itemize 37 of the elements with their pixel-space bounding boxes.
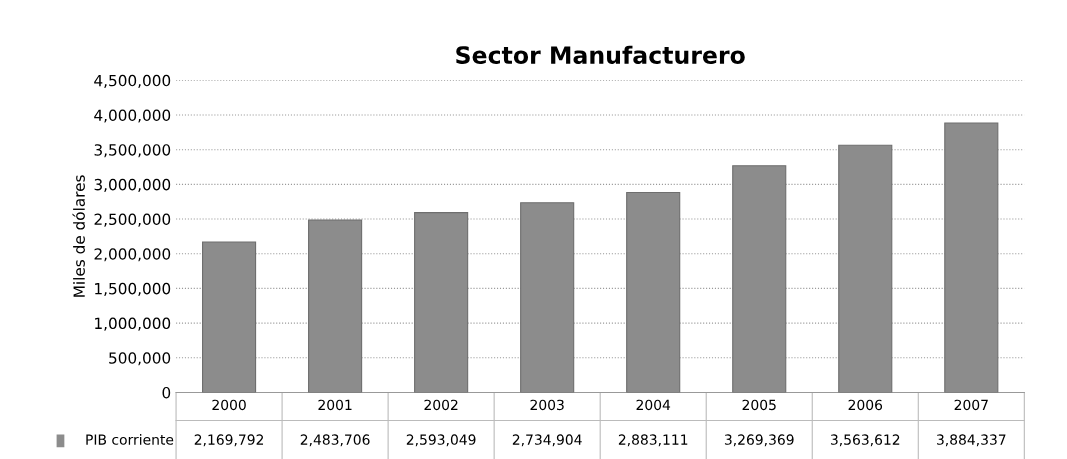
x-tick-label: 2004	[636, 399, 671, 411]
text: 2,734,904	[512, 434, 582, 447]
bar	[732, 165, 787, 393]
bar	[414, 212, 469, 393]
y-tick-label: 4,000,000	[94, 109, 171, 123]
y-tick-label: 3,500,000	[94, 144, 171, 158]
y-tick-label: 0	[162, 386, 171, 399]
text: 2,593,049	[406, 434, 476, 447]
text: 2,883,111	[618, 434, 688, 447]
bar	[308, 219, 363, 393]
bar	[838, 144, 893, 393]
x-tick-label: 2002	[424, 399, 458, 411]
text: 2,169,792	[194, 434, 264, 447]
y-tick-label: 1,500,000	[95, 282, 171, 296]
bar	[202, 241, 257, 393]
x-tick-label: 2000	[212, 399, 246, 411]
chart-title: Sector Manufacturero	[456, 45, 745, 64]
y-tick-label: 2,500,000	[94, 213, 171, 227]
text: 3,269,369	[724, 434, 794, 447]
text: 3,884,337	[937, 434, 1006, 447]
bar	[626, 191, 681, 393]
text: 2,483,706	[300, 434, 370, 447]
y-tick-label: 4,500,000	[94, 74, 171, 88]
bar	[520, 202, 575, 393]
x-tick-label: 2006	[848, 399, 883, 411]
y-tick-label: 500,000	[109, 352, 171, 366]
y-tick-label: 2,000,000	[94, 248, 171, 262]
x-tick-label: 2001	[318, 399, 352, 411]
text: 3,563,612	[830, 434, 900, 447]
x-tick-label: 2005	[742, 399, 776, 411]
bar	[944, 122, 999, 393]
y-tick-label: 3,000,000	[94, 178, 171, 192]
legend-label: PIB corriente	[86, 434, 174, 445]
x-tick-label: 2007	[954, 399, 988, 411]
y-axis-title: Miles de dólares	[72, 175, 85, 297]
y-tick-label: 1,000,000	[95, 317, 171, 331]
x-tick-label: 2003	[530, 399, 564, 411]
